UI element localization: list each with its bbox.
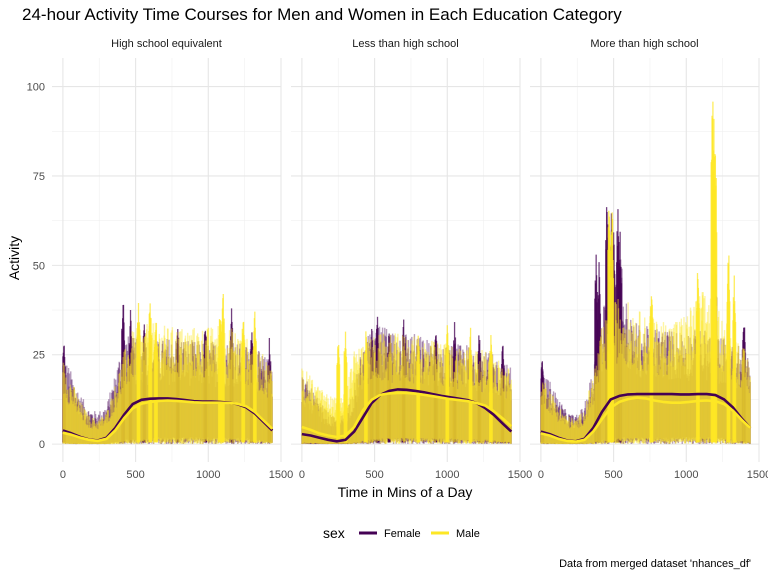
legend-item-male: Male (431, 528, 480, 540)
smooth-line-male (540, 396, 752, 443)
x-tick-label: 1000 (674, 469, 698, 481)
x-tick-label: 0 (60, 469, 66, 481)
y-tick-label: 25 (33, 350, 45, 362)
chart-caption: Data from merged dataset 'nhances_df' (559, 558, 751, 570)
x-tick-label: 1500 (269, 469, 293, 481)
x-tick-label: 0 (538, 469, 544, 481)
legend: sex Female Male (323, 525, 480, 541)
y-tick-label: 75 (33, 171, 45, 183)
x-tick-label: 0 (299, 469, 305, 481)
facet-panel: High school equivalent 0 500 1000 1500 (52, 38, 293, 481)
x-tick-label: 1500 (508, 469, 532, 481)
x-axis-title: Time in Mins of a Day (338, 484, 473, 500)
smooth-line-male (62, 399, 274, 443)
y-axis-ticks: 0 25 50 75 100 (27, 82, 45, 452)
legend-label: Male (456, 528, 480, 540)
subject-traces (62, 294, 273, 445)
y-tick-label: 50 (33, 260, 45, 272)
trace-band-male (62, 294, 273, 445)
grid-lines (291, 58, 521, 462)
subject-traces (540, 101, 751, 445)
facet-strip-label: High school equivalent (111, 38, 222, 50)
x-tick-label: 1000 (196, 469, 220, 481)
x-tick-label: 500 (365, 469, 383, 481)
smooth-line-male (301, 391, 513, 439)
x-tick-label: 1000 (435, 469, 459, 481)
legend-item-female: Female (359, 528, 421, 540)
facet-strip-label: Less than high school (352, 38, 458, 50)
facet-panel: Less than high school 0 500 1000 1500 (291, 38, 532, 481)
legend-title: sex (323, 525, 345, 541)
facet-panel: More than high school 0 500 1000 1500 (530, 38, 768, 481)
chart-title: 24-hour Activity Time Courses for Men an… (22, 5, 622, 24)
x-tick-label: 500 (126, 469, 144, 481)
trace-band-male (540, 101, 751, 445)
y-tick-label: 0 (39, 439, 45, 451)
y-axis-title: Activity (6, 236, 22, 280)
x-tick-label: 1500 (747, 469, 768, 481)
y-tick-label: 100 (27, 82, 45, 94)
legend-label: Female (384, 528, 421, 540)
facet-strip-label: More than high school (590, 38, 698, 50)
x-tick-label: 500 (604, 469, 622, 481)
subject-traces (301, 316, 512, 445)
